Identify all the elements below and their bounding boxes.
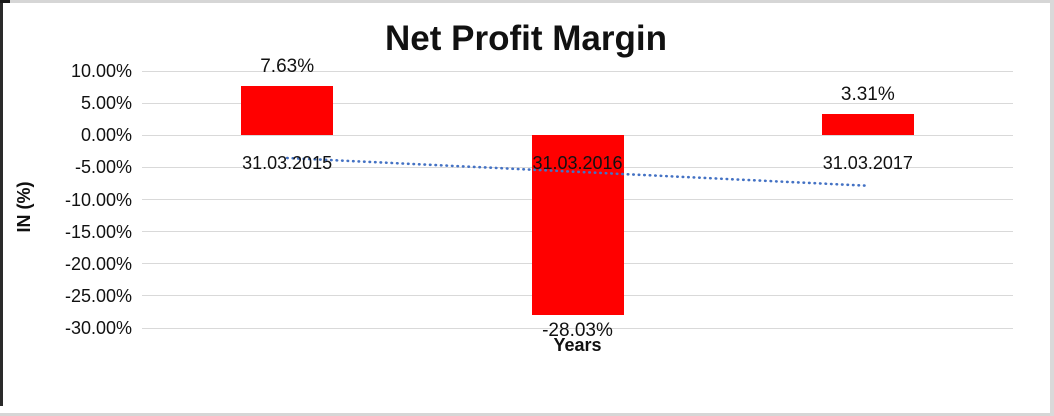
x-axis-title: Years (553, 335, 602, 355)
bar-value-label: 3.31% (840, 83, 895, 105)
bar-value-label: 7.63% (260, 56, 315, 78)
gridline (142, 327, 1013, 329)
x-category-label: 31.03.2016 (532, 153, 623, 173)
frame-edge-right (1050, 0, 1054, 416)
y-tick-label: -5.00% (74, 157, 132, 178)
bar-value-label: -28.03% (542, 320, 613, 342)
y-tick-label: 0.00% (80, 125, 132, 146)
frame-edge-top (0, 0, 1054, 3)
y-tick-label: 5.00% (80, 93, 132, 114)
x-category-label: 31.03.2015 (242, 153, 333, 173)
bar (531, 135, 624, 316)
y-tick-label: 10.00% (70, 61, 132, 81)
y-tick-label: -20.00% (64, 253, 132, 274)
trendline-path (285, 156, 870, 188)
gridline (142, 102, 1013, 104)
frame-edge-bottom (0, 413, 1054, 416)
frame-edge-corner (0, 0, 10, 3)
gridline (142, 70, 1013, 72)
frame-edge-left (0, 0, 3, 406)
bar (241, 86, 334, 136)
y-tick-label: -30.00% (64, 318, 132, 338)
y-tick-label: -25.00% (64, 285, 132, 306)
y-tick-label: -15.00% (64, 221, 132, 242)
y-tick-label: -10.00% (64, 189, 132, 210)
x-category-label: 31.03.2017 (822, 153, 913, 173)
chart-title: Net Profit Margin (385, 19, 667, 58)
bar (821, 113, 914, 136)
